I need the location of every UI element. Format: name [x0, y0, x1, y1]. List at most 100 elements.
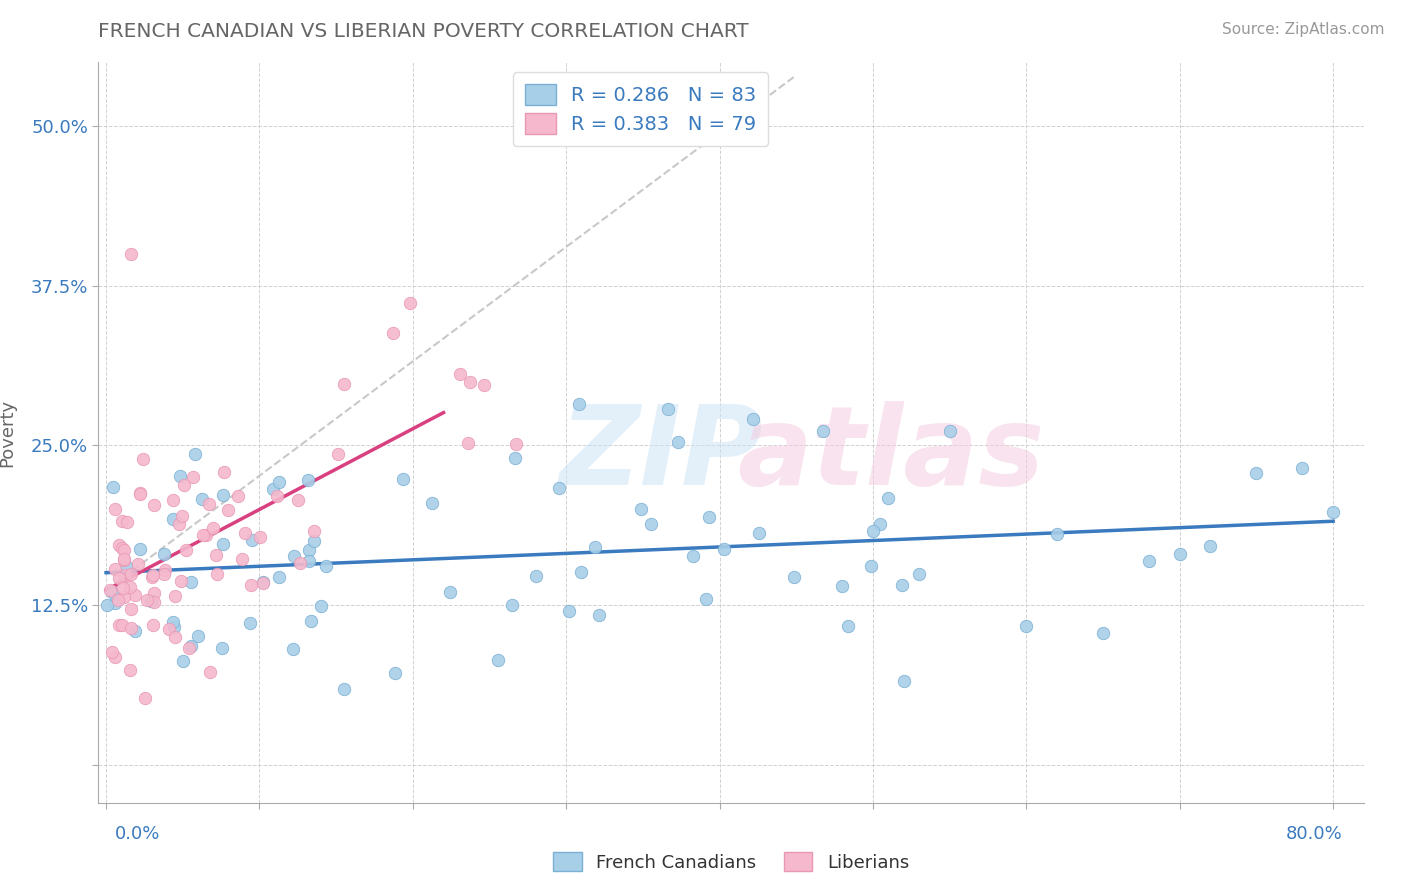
- Point: [811, 425, 834, 439]
- Point: [583, 540, 606, 554]
- Point: [172, 654, 194, 668]
- Point: [252, 575, 274, 590]
- Point: [169, 468, 191, 483]
- Point: [262, 483, 284, 497]
- Point: [142, 617, 165, 632]
- Point: [217, 503, 239, 517]
- Point: [231, 551, 253, 566]
- Point: [173, 478, 195, 492]
- Point: [153, 547, 176, 561]
- Point: [120, 602, 142, 616]
- Point: [108, 618, 131, 632]
- Point: [195, 528, 218, 542]
- Point: [399, 296, 422, 310]
- Point: [568, 397, 591, 411]
- Point: [165, 589, 187, 603]
- Point: [187, 629, 209, 643]
- Point: [104, 562, 127, 576]
- Point: [893, 673, 915, 688]
- Point: [1246, 466, 1268, 480]
- Point: [162, 615, 184, 629]
- Point: [326, 447, 349, 461]
- Point: [697, 510, 720, 524]
- Point: [207, 566, 229, 581]
- Legend: French Canadians, Liberians: French Canadians, Liberians: [546, 845, 917, 879]
- Point: [115, 515, 138, 529]
- Text: ZIP: ZIP: [560, 401, 763, 508]
- Y-axis label: Poverty: Poverty: [0, 399, 17, 467]
- Point: [226, 489, 249, 503]
- Point: [212, 466, 235, 480]
- Point: [98, 582, 121, 597]
- Point: [297, 473, 319, 487]
- Point: [111, 581, 134, 595]
- Point: [472, 377, 495, 392]
- Point: [101, 645, 124, 659]
- Point: [108, 571, 131, 585]
- Point: [422, 496, 444, 510]
- Point: [547, 481, 569, 495]
- Point: [177, 641, 200, 656]
- Point: [239, 578, 262, 592]
- Point: [101, 480, 124, 494]
- Point: [315, 558, 337, 573]
- Point: [111, 618, 134, 632]
- Point: [198, 665, 221, 680]
- Point: [162, 620, 184, 634]
- Point: [382, 326, 405, 340]
- Point: [439, 584, 461, 599]
- Point: [287, 493, 309, 508]
- Point: [172, 508, 194, 523]
- Point: [202, 521, 225, 535]
- Point: [104, 502, 127, 516]
- Point: [449, 367, 471, 381]
- Point: [486, 653, 509, 667]
- Point: [304, 524, 326, 538]
- Text: atlas: atlas: [737, 401, 1045, 508]
- Point: [1046, 527, 1069, 541]
- Point: [458, 375, 481, 389]
- Point: [301, 614, 323, 628]
- Point: [191, 528, 214, 542]
- Point: [198, 497, 221, 511]
- Point: [128, 487, 150, 501]
- Point: [682, 549, 704, 563]
- Point: [124, 624, 146, 639]
- Point: [1015, 619, 1038, 633]
- Point: [298, 554, 321, 568]
- Point: [184, 447, 207, 461]
- Point: [524, 569, 547, 583]
- Point: [233, 525, 256, 540]
- Point: [1168, 547, 1191, 561]
- Point: [112, 590, 135, 604]
- Point: [128, 485, 150, 500]
- Point: [131, 451, 153, 466]
- Point: [695, 592, 717, 607]
- Point: [118, 580, 141, 594]
- Point: [869, 517, 891, 532]
- Point: [120, 622, 142, 636]
- Point: [831, 579, 853, 593]
- Point: [118, 664, 141, 678]
- Point: [112, 553, 135, 567]
- Point: [180, 574, 202, 589]
- Point: [183, 470, 205, 484]
- Text: 80.0%: 80.0%: [1286, 825, 1343, 843]
- Point: [153, 563, 176, 577]
- Point: [139, 593, 162, 607]
- Point: [104, 649, 127, 664]
- Text: 0.0%: 0.0%: [115, 825, 160, 843]
- Point: [174, 543, 197, 558]
- Point: [748, 525, 770, 540]
- Point: [1092, 626, 1115, 640]
- Point: [142, 568, 165, 582]
- Point: [114, 559, 136, 574]
- Point: [302, 534, 325, 549]
- Point: [876, 491, 898, 505]
- Point: [112, 552, 135, 566]
- Point: [252, 575, 274, 590]
- Point: [162, 492, 184, 507]
- Point: [108, 538, 131, 552]
- Point: [1137, 554, 1160, 568]
- Point: [142, 595, 165, 609]
